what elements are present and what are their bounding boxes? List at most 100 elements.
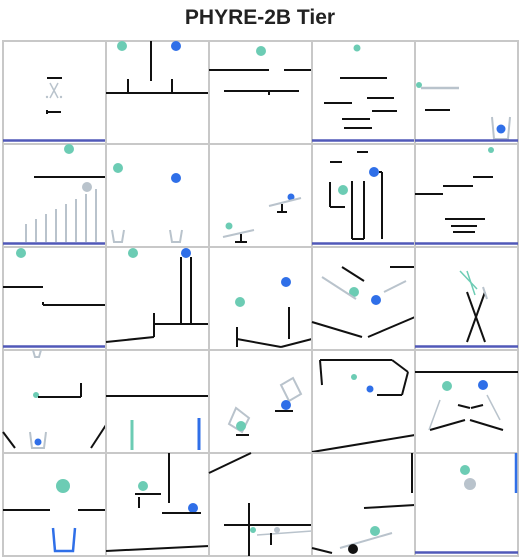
static-bar (341, 266, 365, 282)
static-bar (311, 547, 333, 554)
green-ball (117, 41, 127, 51)
static-bar (466, 291, 486, 343)
green-ball (416, 82, 422, 88)
gray-bar (256, 530, 313, 536)
static-bar (401, 371, 409, 396)
blue-ball (181, 248, 191, 258)
cell-frame (311, 452, 416, 557)
task-cell (414, 246, 519, 351)
green-ball (56, 479, 70, 493)
static-bar (105, 545, 210, 552)
task-cell (105, 143, 210, 248)
task-cell (105, 452, 210, 557)
green-ball (370, 526, 380, 536)
figure-title: PHYRE-2B Tier (184, 6, 336, 29)
blue-ball (496, 124, 506, 134)
cell-scene (415, 82, 518, 142)
task-cell (414, 40, 519, 145)
task-cell (208, 143, 313, 248)
blue-ball (281, 277, 291, 287)
blue-ball (281, 400, 291, 410)
green-ball (256, 46, 266, 56)
blue-ball (369, 167, 379, 177)
cell-frame (414, 143, 519, 248)
task-cell (414, 143, 519, 248)
cell-frame (208, 246, 313, 351)
blue-ball (366, 385, 374, 393)
cell-scene (415, 147, 518, 245)
cell-scene (235, 277, 313, 348)
task-cell (311, 40, 416, 145)
static-bar (311, 434, 416, 453)
cell-scene (3, 144, 106, 245)
gray-ball (82, 182, 92, 192)
gray-ball (59, 95, 63, 99)
green-ball (353, 44, 361, 52)
dynamic-bar (459, 270, 478, 290)
green-ball (236, 421, 246, 431)
green-ball (64, 144, 74, 154)
gray-ball (45, 95, 49, 99)
gray-bar (49, 82, 59, 99)
blue-ball (171, 41, 181, 51)
blue-ball (478, 380, 488, 390)
green-ball (235, 297, 245, 307)
cell-scene (415, 270, 518, 348)
gray-ball (274, 527, 280, 533)
static-bar (319, 359, 323, 386)
green-ball (250, 527, 256, 533)
task-cell (105, 349, 210, 454)
jar (111, 229, 125, 243)
cell-frame (414, 349, 519, 454)
task-cell (2, 452, 107, 557)
task-cell (105, 40, 210, 145)
static-bar (457, 404, 471, 409)
static-bar (429, 419, 466, 431)
dynamic-bar (466, 270, 476, 296)
cell-scene (106, 41, 209, 94)
jar (51, 527, 77, 553)
gray-ball (464, 478, 476, 490)
static-bar (391, 359, 409, 373)
cell-scene (111, 163, 183, 243)
jar (279, 376, 303, 403)
task-cell (311, 246, 416, 351)
task-cell (311, 452, 416, 557)
gray-bar (222, 229, 255, 238)
static-bar (311, 321, 363, 338)
cell-frame (2, 143, 107, 248)
gray-bar (383, 280, 407, 293)
gray-bar (482, 286, 488, 300)
task-cell (311, 349, 416, 454)
static-bar (280, 338, 313, 348)
cell-frame (208, 452, 313, 557)
static-bar (470, 404, 484, 409)
cell-frame (311, 40, 416, 145)
cell-scene (311, 266, 416, 338)
cell-scene (415, 371, 518, 431)
green-ball (460, 465, 470, 475)
task-cell (311, 143, 416, 248)
green-ball (351, 374, 357, 380)
cells-layer (2, 40, 519, 557)
cell-scene (3, 248, 106, 348)
static-bar (367, 316, 416, 338)
green-ball (113, 163, 123, 173)
cell-frame (105, 349, 210, 454)
gray-bar (339, 532, 393, 549)
cell-scene (222, 193, 302, 243)
static-bar (363, 504, 416, 509)
static-bar (469, 419, 504, 431)
cell-frame (311, 246, 416, 351)
green-ball (225, 222, 233, 230)
cell-frame (208, 40, 313, 145)
static-bar (90, 424, 107, 449)
gray-bar (321, 276, 357, 300)
cell-scene (311, 359, 416, 453)
cell-scene (3, 77, 106, 142)
cell-frame (208, 143, 313, 248)
cell-scene (105, 248, 209, 343)
cell-scene (227, 376, 303, 436)
task-cell (208, 40, 313, 145)
